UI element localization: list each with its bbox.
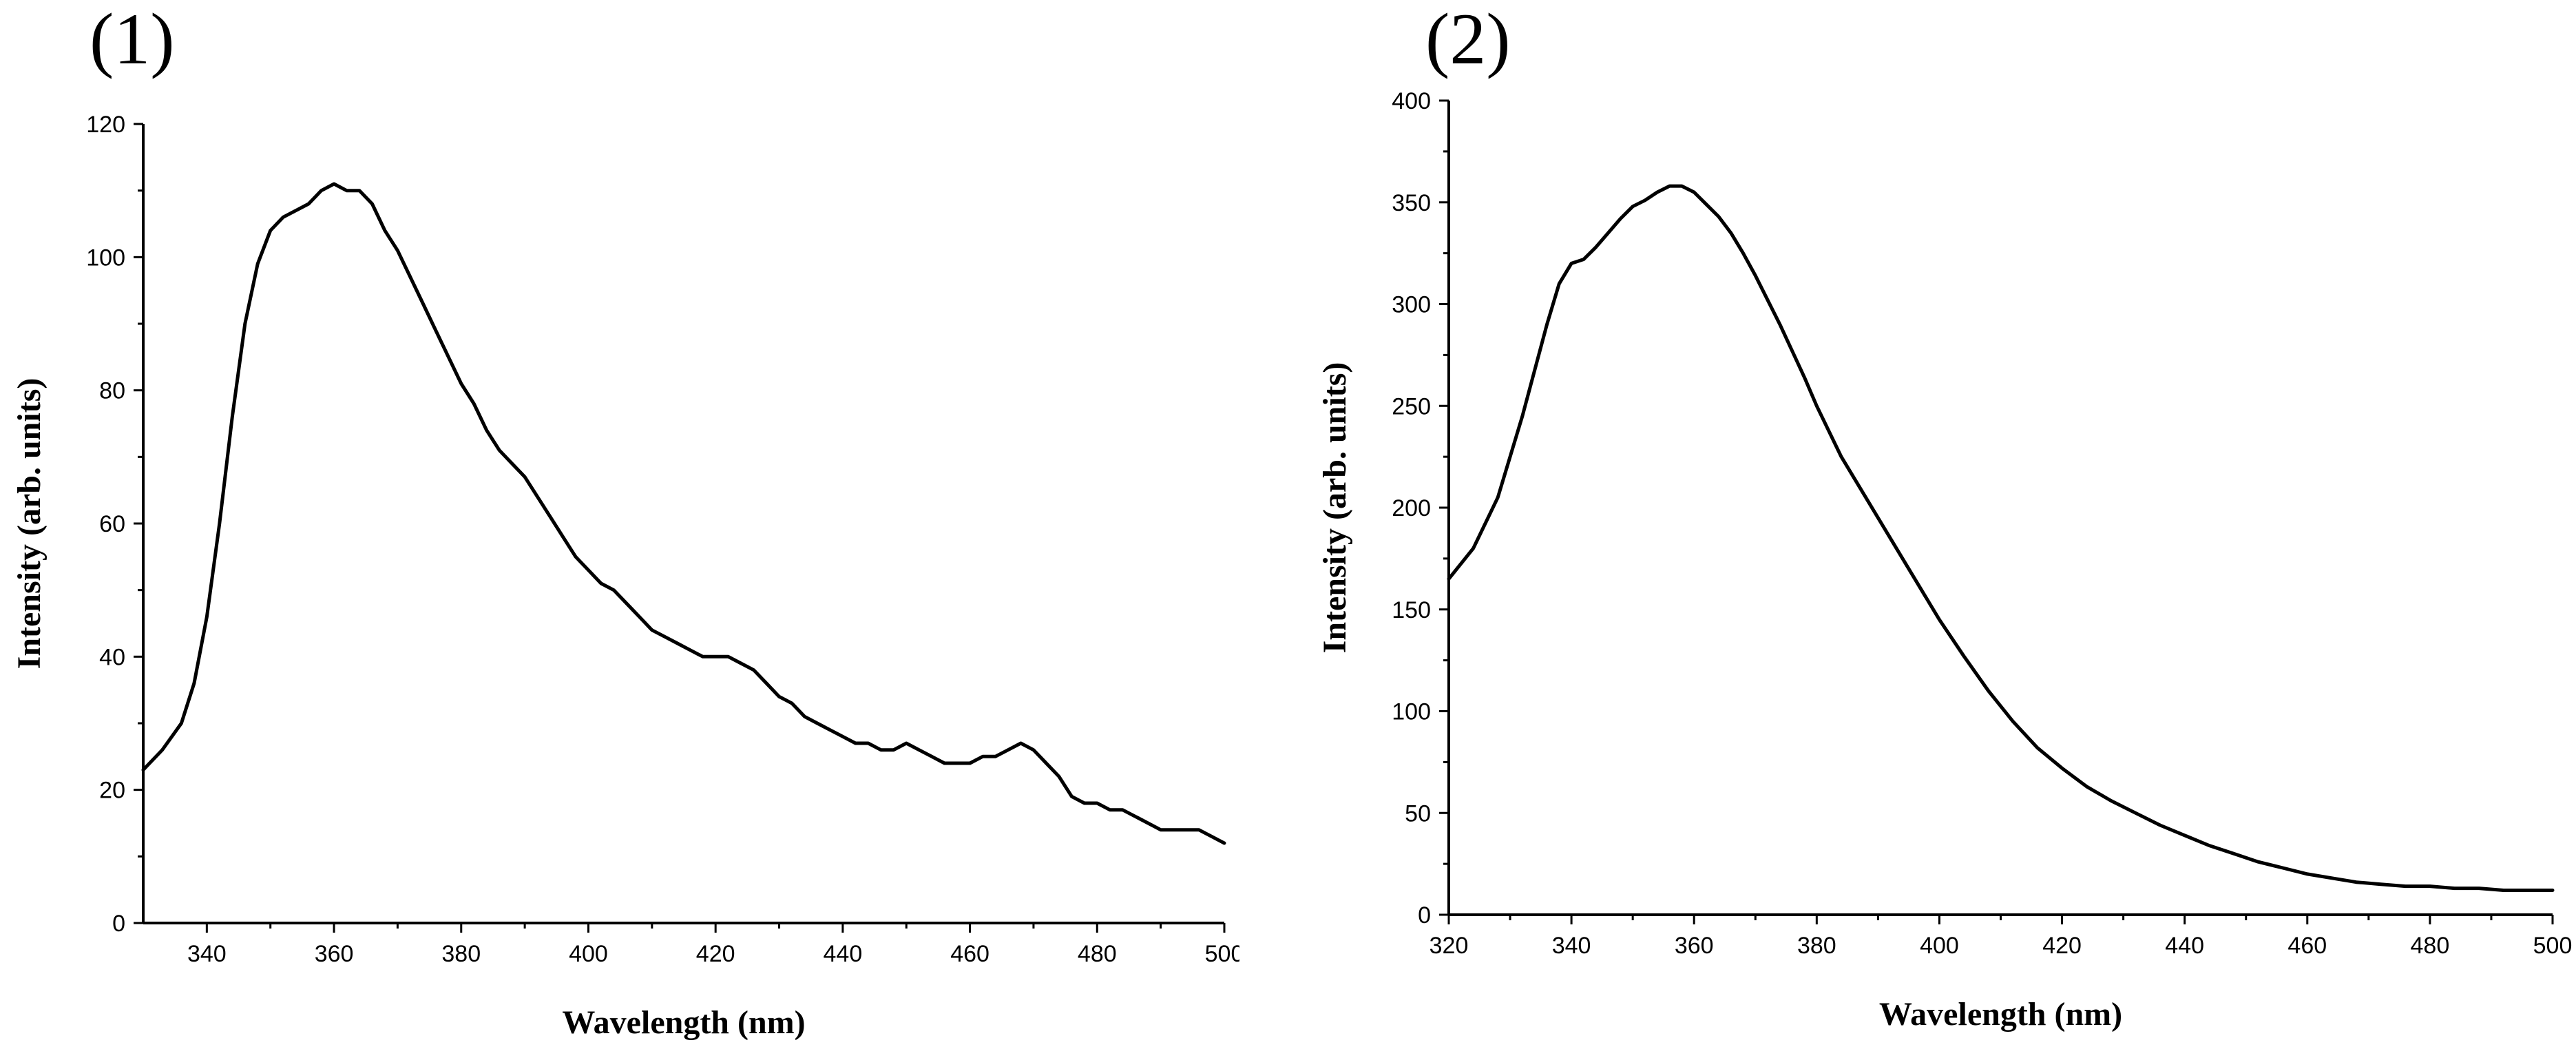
y-tick-label-1: 100: [86, 245, 125, 271]
x-tick-label-2: 360: [1675, 933, 1714, 959]
y-axis-title-2: Intensity (arb. units): [1317, 362, 1353, 654]
x-axis-title-1: Wavelength (nm): [562, 1004, 805, 1041]
chart-panel-1: (1) 0 20 40 60 80 100 120 340 360 380 400 420 440 460 4…: [0, 0, 1239, 1047]
x-tick-label-2: 400: [1920, 933, 1959, 959]
y-tick-label-2: 400: [1392, 88, 1431, 114]
x-tick-label-1: 340: [187, 941, 227, 967]
y-tick-label-2: 150: [1392, 597, 1431, 623]
x-axis-title-2: Wavelength (nm): [1879, 996, 2122, 1033]
y-tick-label-2: 250: [1392, 393, 1431, 419]
y-tick-label-1: 20: [99, 778, 125, 804]
y-tick-label-2: 300: [1392, 292, 1431, 318]
x-tick-label-2: 340: [1552, 933, 1591, 959]
x-tick-label-2: 380: [1797, 933, 1836, 959]
x-tick-label-1: 440: [824, 941, 863, 967]
x-tick-label-1: 400: [569, 941, 608, 967]
y-tick-label-1: 60: [99, 511, 125, 537]
y-tick-label-1: 80: [99, 378, 125, 404]
y-tick-label-2: 50: [1405, 800, 1431, 827]
y-tick-label-1: 40: [99, 644, 125, 670]
chart-svg-1: (1) 0 20 40 60 80 100 120 340 360 380 400 420 440 460 4…: [11, 0, 1239, 1041]
x-tick-label-1: 380: [441, 941, 481, 967]
series-line-1-1: [141, 182, 1226, 845]
series-line-2-1: [1447, 184, 2555, 892]
chart-svg-2: (2) 0 50 100 150 200 250 300 350 400 320 340 360 380 4…: [1317, 0, 2573, 1033]
y-tick-label-2: 200: [1392, 495, 1431, 521]
x-tick-label-1: 500: [1205, 941, 1239, 967]
y-axis-title-1: Intensity (arb. units): [11, 378, 48, 670]
y-tick-label-1: 120: [86, 112, 125, 138]
x-tick-label-2: 500: [2533, 933, 2573, 959]
x-tick-label-1: 420: [696, 941, 735, 967]
y-tick-label-2: 100: [1392, 699, 1431, 725]
x-tick-label-2: 440: [2165, 933, 2204, 959]
y-tick-label-1: 0: [112, 911, 125, 937]
x-tick-label-2: 420: [2042, 933, 2082, 959]
x-tick-label-1: 480: [1078, 941, 1117, 967]
y-tick-label-2: 0: [1418, 902, 1431, 929]
x-tick-label-2: 480: [2411, 933, 2450, 959]
x-tick-label-1: 360: [315, 941, 354, 967]
x-tick-label-2: 320: [1430, 933, 1469, 959]
panel-label-2: (2): [1425, 0, 1511, 79]
chart-panel-2: (2) 0 50 100 150 200 250 300 350 400 320 340 360 380 4…: [1288, 0, 2576, 1047]
x-tick-label-2: 460: [2287, 933, 2327, 959]
panel-label-1: (1): [90, 0, 175, 79]
x-tick-label-1: 460: [950, 941, 989, 967]
y-tick-label-2: 350: [1392, 190, 1431, 216]
